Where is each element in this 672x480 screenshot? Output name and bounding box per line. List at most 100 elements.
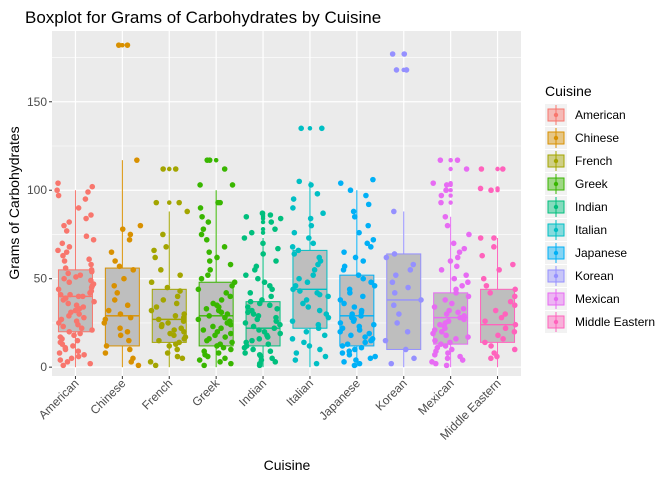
x-axis-title: Cuisine	[264, 457, 311, 473]
data-point	[447, 339, 453, 346]
data-point	[56, 350, 63, 356]
legend-key-point	[553, 204, 559, 210]
data-point	[477, 235, 484, 241]
data-point	[291, 229, 298, 236]
data-point	[127, 346, 133, 353]
data-point	[206, 249, 212, 255]
data-point	[371, 282, 378, 289]
data-point	[292, 357, 299, 363]
data-point	[229, 182, 236, 188]
legend-label: American	[575, 108, 626, 122]
data-point	[456, 249, 463, 255]
legend-label: Chinese	[575, 131, 619, 145]
data-point	[337, 180, 344, 186]
data-point	[181, 336, 188, 342]
data-point	[222, 355, 228, 362]
data-point	[172, 341, 179, 347]
data-point	[390, 302, 397, 309]
data-point	[228, 346, 234, 353]
data-point	[165, 320, 171, 326]
data-point	[160, 297, 167, 303]
data-point	[79, 293, 86, 300]
data-point	[308, 222, 315, 229]
data-point	[459, 282, 465, 289]
data-point	[511, 302, 518, 309]
data-point	[488, 343, 494, 349]
data-point	[363, 192, 369, 199]
data-point	[277, 330, 284, 337]
data-point	[55, 286, 62, 293]
data-point	[494, 353, 500, 360]
data-point	[394, 320, 400, 326]
data-point	[57, 357, 64, 363]
outlier-point	[260, 230, 266, 235]
data-point	[61, 258, 68, 264]
data-point	[308, 182, 314, 188]
data-point	[228, 360, 234, 367]
data-point	[174, 353, 181, 360]
data-point	[453, 336, 459, 342]
data-point	[88, 212, 94, 218]
data-point	[148, 279, 155, 286]
data-point	[121, 275, 127, 282]
point-layer	[54, 42, 519, 369]
data-point	[325, 314, 332, 321]
data-point	[196, 357, 203, 363]
data-point	[322, 353, 329, 360]
data-point	[114, 290, 121, 296]
data-point	[111, 297, 118, 303]
data-point	[243, 213, 250, 220]
x-tick-label: American	[36, 376, 82, 422]
data-point	[153, 304, 160, 310]
data-point	[259, 210, 266, 217]
data-point	[74, 337, 81, 344]
data-point	[443, 182, 450, 188]
data-point	[62, 346, 69, 353]
data-point	[356, 360, 363, 367]
data-point	[174, 293, 181, 300]
data-point	[242, 350, 248, 356]
data-point	[463, 272, 469, 278]
y-tick-label: 100	[27, 183, 47, 197]
legend-key-korean	[545, 265, 567, 287]
data-point	[453, 290, 459, 296]
x-tick-label: Greek	[189, 376, 223, 410]
data-point	[265, 341, 272, 347]
data-point	[437, 157, 444, 163]
data-point	[243, 272, 249, 278]
data-point	[478, 166, 485, 172]
data-point	[444, 355, 451, 362]
data-point	[430, 330, 436, 337]
data-point	[83, 215, 89, 222]
data-point	[289, 336, 296, 342]
data-point	[205, 219, 212, 225]
data-point	[158, 323, 165, 330]
data-point	[204, 337, 210, 344]
data-point	[75, 353, 82, 360]
data-point	[180, 318, 187, 324]
data-point	[227, 261, 234, 268]
data-point	[60, 323, 67, 330]
data-point	[245, 309, 251, 316]
data-point	[346, 351, 353, 358]
data-point	[356, 327, 363, 333]
data-point	[195, 286, 202, 293]
data-point	[401, 51, 408, 57]
data-point	[66, 279, 73, 286]
data-point	[248, 229, 255, 236]
data-point	[172, 166, 179, 172]
data-point	[59, 240, 66, 247]
data-point	[293, 350, 300, 356]
data-point	[491, 244, 497, 250]
data-point	[442, 343, 449, 349]
data-point	[454, 157, 461, 163]
data-point	[277, 215, 284, 222]
data-point	[206, 258, 213, 264]
data-point	[55, 247, 61, 254]
data-point	[355, 272, 362, 278]
y-tick-label: 50	[34, 272, 48, 286]
data-point	[360, 258, 367, 264]
data-point	[443, 187, 449, 194]
legend-key-greek	[545, 173, 567, 195]
